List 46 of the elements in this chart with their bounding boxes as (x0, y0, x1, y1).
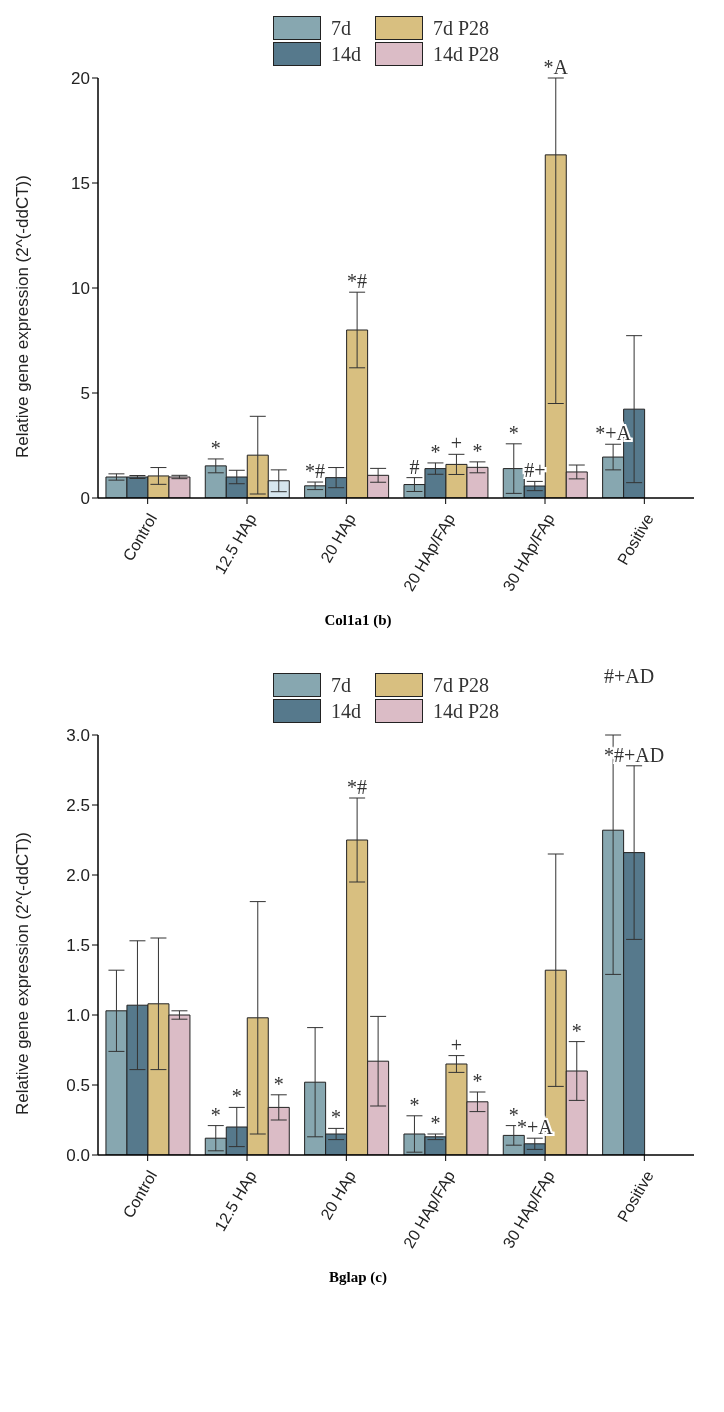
legend-label: 7d P28 (433, 673, 490, 697)
annotation: * (273, 1072, 284, 1095)
annotation: * (231, 1085, 242, 1108)
legend-label: 14d (331, 699, 361, 723)
annotation: * (409, 1093, 420, 1116)
legend-label: 14d P28 (433, 42, 500, 66)
y-axis-title: Relative gene expression (2^(-ddCT)) (13, 175, 33, 458)
annotation: * (472, 1070, 483, 1092)
annotation: * (508, 1103, 519, 1126)
y-tick-label: 1.5 (66, 936, 90, 956)
legend-label: 14d P28 (433, 699, 500, 723)
annotation: *# (347, 776, 368, 798)
y-tick-label: 0 (80, 489, 90, 509)
y-tick-label: 1.0 (66, 1006, 90, 1026)
text: Col1a1 (b) (323, 612, 393, 629)
annotation: + (450, 432, 463, 455)
annotation: * (430, 440, 441, 463)
y-tick-label: 2.5 (66, 796, 90, 816)
legend-label: 7d (331, 16, 351, 40)
y-tick-label: 5 (80, 384, 90, 404)
annotation: * (210, 436, 221, 459)
annotation: * (331, 1106, 342, 1129)
y-axis-title: Relative gene expression (2^(-ddCT)) (13, 832, 33, 1115)
y-tick-label: 0.5 (66, 1076, 90, 1096)
annotation: * (571, 1019, 582, 1042)
y-tick-label: 3.0 (66, 726, 90, 746)
legend-label: 14d (331, 42, 361, 66)
y-tick-label: 15 (71, 174, 90, 194)
y-tick-label: 2.0 (66, 866, 90, 886)
y-tick-label: 20 (71, 69, 90, 89)
text: #+AD (604, 665, 655, 688)
legend-label: 7d P28 (433, 16, 490, 40)
annotation: #+ (524, 459, 546, 482)
annotation: + (450, 1033, 463, 1056)
annotation: # (409, 455, 420, 478)
y-tick-label: 10 (71, 279, 90, 299)
text: Bglap (c) (328, 1269, 388, 1286)
annotation: * (430, 1112, 441, 1134)
annotation: * (210, 1103, 221, 1126)
annotation: * (472, 439, 483, 462)
annotation: * (508, 421, 519, 444)
legend-label: 7d (331, 673, 351, 697)
y-tick-label: 0.0 (66, 1146, 90, 1166)
annotation: *# (347, 270, 368, 293)
annotation: *A (543, 56, 569, 78)
annotation: *# (305, 460, 326, 483)
